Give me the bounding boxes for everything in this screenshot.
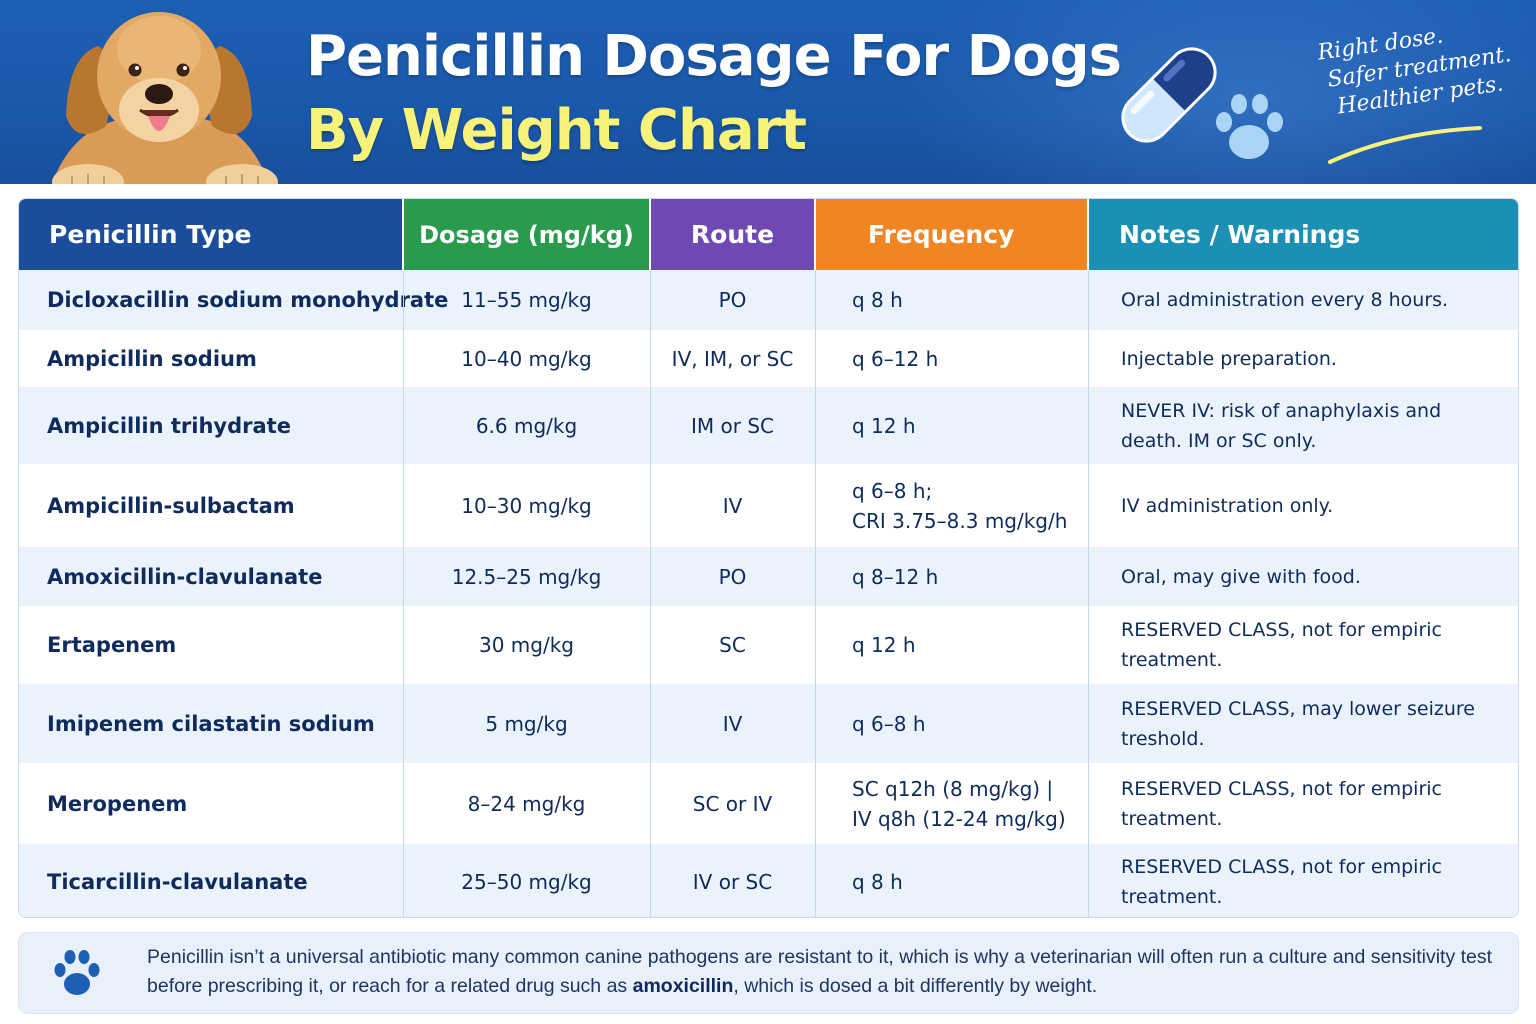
table-row: Ertapenem 30 mg/kg SC q 12 h RESERVED CL… [19,606,1518,684]
cell-frequency: q 8 h [852,869,903,894]
column-header-dosage: Dosage (mg/kg) [404,199,649,270]
cell-notes: RESERVED CLASS, not for empiric treatmen… [1121,777,1442,830]
cell-frequency: q 8 h [852,288,903,312]
cell-type: Ampicillin trihydrate [47,413,291,438]
table-row: Ampicillin-sulbactam 10–30 mg/kg IV q 6–… [19,464,1518,547]
cell-notes: RESERVED CLASS, not for empiric treatmen… [1121,855,1442,908]
cell-route: IV [722,493,743,518]
cell-notes: RESERVED CLASS, not for empiric treatmen… [1121,619,1442,671]
cell-type: Meropenem [47,791,188,816]
footer-text-bold: amoxicillin [632,975,734,997]
footer-note: Penicillin isn’t a universal antibiotic … [18,932,1519,1014]
cell-type: Imipenem cilastatin sodium [47,711,375,736]
cell-type: Ertapenem [47,633,177,657]
table-row: Amoxicillin-clavulanate 12.5–25 mg/kg PO… [19,547,1518,606]
cell-dosage: 11–55 mg/kg [461,288,592,312]
column-divider [1088,270,1089,917]
cell-dosage: 25–50 mg/kg [461,869,592,894]
cell-frequency: q 6–8 h; CRI 3.75–8.3 mg/kg/h [852,478,1068,533]
cell-notes: NEVER IV: risk of anaphylaxis and death.… [1121,399,1442,452]
table-header: Penicillin Type Dosage (mg/kg) Route Fre… [19,199,1518,270]
header-banner: Penicillin Dosage For Dogs By Weight Cha… [0,0,1536,184]
cell-frequency: q 6–12 h [852,346,939,371]
table-row: Ticarcillin-clavulanate 25–50 mg/kg IV o… [19,844,1518,917]
cell-frequency: SC q12h (8 mg/kg) | IV q8h (12-24 mg/kg) [852,776,1066,831]
column-header-frequency: Frequency [816,199,1087,270]
column-header-notes: Notes / Warnings [1089,199,1518,270]
banner-glow [900,0,1536,184]
cell-frequency: q 8–12 h [852,564,939,589]
cell-dosage: 6.6 mg/kg [475,413,578,438]
footer-text-part: Penicillin isn’t a universal antibiotic … [147,946,1493,997]
cell-dosage: 30 mg/kg [479,633,574,657]
cell-type: Ampicillin-sulbactam [47,493,295,518]
table-row: Meropenem 8–24 mg/kg SC or IV SC q12h (8… [19,763,1518,844]
cell-dosage: 5 mg/kg [485,711,568,736]
column-divider [650,270,651,917]
table-row: Imipenem cilastatin sodium 5 mg/kg IV q … [19,684,1518,763]
footer-text: Penicillin isn’t a universal antibiotic … [147,943,1497,1001]
cell-notes: Oral, may give with food. [1121,565,1361,588]
cell-route: IV or SC [692,869,773,894]
capsule-icon [1121,47,1217,143]
table-row: Dicloxacillin sodium monohydrate 11–55 m… [19,270,1518,330]
cell-dosage: 10–40 mg/kg [461,346,592,371]
cell-type: Amoxicillin-clavulanate [47,564,323,589]
dog-photo [51,12,278,184]
column-divider [403,270,404,917]
cell-route: PO [718,564,747,589]
table-row: Ampicillin trihydrate 6.6 mg/kg IM or SC… [19,387,1518,464]
column-header-route: Route [651,199,814,270]
table-row: Ampicillin sodium 10–40 mg/kg IV, IM, or… [19,330,1518,387]
dosage-table: Penicillin Type Dosage (mg/kg) Route Fre… [18,198,1519,918]
page-subtitle: By Weight Chart [306,98,807,163]
cell-frequency: q 12 h [852,413,916,438]
cell-route: IV [722,711,743,736]
cell-route: SC [719,633,746,657]
cell-route: IV, IM, or SC [671,346,794,371]
cell-notes: Oral administration every 8 hours. [1121,289,1449,311]
page-title: Penicillin Dosage For Dogs [306,24,1122,89]
footer-text-part: , which is dosed a bit differently by we… [733,975,1098,997]
paw-icon [1216,94,1283,159]
underline-swoosh [1328,126,1482,164]
cell-type: Dicloxacillin sodium monohydrate [47,288,449,312]
cell-type: Ticarcillin-clavulanate [47,869,308,894]
cell-notes: RESERVED CLASS, may lower seizure tresho… [1121,697,1475,750]
cell-route: PO [718,288,747,312]
column-divider [815,270,816,917]
cell-route: SC or IV [692,791,773,816]
cell-type: Ampicillin sodium [47,346,257,371]
cell-dosage: 10–30 mg/kg [461,493,592,518]
paw-icon [54,950,100,995]
cell-notes: Injectable preparation. [1121,347,1337,370]
cell-route: IM or SC [691,413,774,438]
cell-dosage: 12.5–25 mg/kg [451,564,602,589]
cell-frequency: q 12 h [852,633,916,657]
cell-notes: IV administration only. [1121,494,1334,517]
column-header-type: Penicillin Type [19,199,402,270]
cell-frequency: q 6–8 h [852,711,926,736]
cell-dosage: 8–24 mg/kg [467,791,586,816]
